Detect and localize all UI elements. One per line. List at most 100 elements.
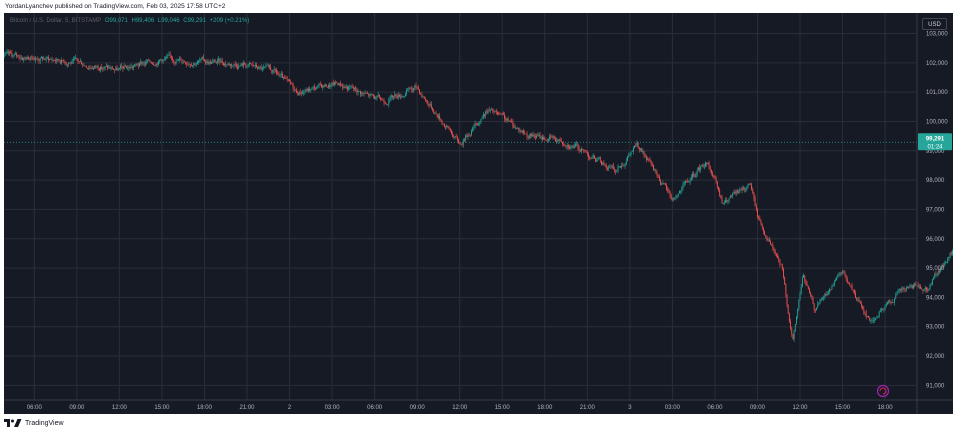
- candle-body: [92, 67, 94, 69]
- candle-body: [675, 197, 677, 198]
- candle-body: [466, 135, 468, 138]
- candle-body: [319, 83, 321, 85]
- candle-body: [713, 175, 715, 177]
- candle-body: [734, 192, 736, 194]
- candle-body: [552, 136, 554, 138]
- candle-body: [892, 302, 894, 303]
- candle-body: [857, 299, 859, 301]
- candle-body: [622, 165, 624, 167]
- candle-body: [636, 142, 638, 147]
- candle-body: [142, 63, 144, 65]
- candle-body: [851, 285, 853, 290]
- candle-body: [285, 78, 287, 79]
- candle-body: [901, 289, 903, 291]
- candle-body: [209, 61, 211, 64]
- candle-body: [609, 166, 611, 168]
- candle-body: [526, 133, 528, 137]
- candle-body: [397, 95, 399, 99]
- candle-body: [608, 167, 610, 169]
- y-tick-label: 96,000: [926, 237, 945, 243]
- candle-body: [708, 162, 710, 167]
- candle-body: [144, 62, 146, 65]
- candle-body: [885, 304, 887, 306]
- candle-body: [465, 135, 467, 141]
- candle-body: [679, 191, 680, 194]
- candle-body: [267, 65, 269, 66]
- price-chart[interactable]: 103,000 102,000 101,000 100,000 99,000 98,000…: [4, 13, 953, 414]
- candle-body: [280, 73, 282, 75]
- candle-body: [687, 181, 689, 183]
- candle-body: [823, 297, 825, 299]
- candle-body: [904, 289, 906, 290]
- candle-body: [88, 68, 90, 69]
- candle-body: [497, 112, 498, 114]
- candle-body: [898, 289, 900, 291]
- currency-button[interactable]: USD: [922, 18, 947, 30]
- candle-body: [758, 216, 760, 219]
- candle-body: [744, 188, 745, 190]
- candle-body: [222, 62, 224, 66]
- candle-body: [703, 166, 705, 167]
- candle-body: [286, 78, 288, 80]
- candle-body: [362, 93, 364, 94]
- candle-body: [630, 151, 632, 155]
- candle-body: [569, 146, 571, 149]
- chart-panel[interactable]: 103,000 102,000 101,000 100,000 99,000 98,000…: [4, 13, 953, 414]
- candle-body: [416, 86, 418, 88]
- candle-body: [890, 302, 892, 304]
- candle-body: [116, 67, 118, 71]
- candle-body: [294, 89, 296, 91]
- candle-body: [228, 63, 230, 66]
- candle-body: [641, 148, 643, 152]
- candle-body: [159, 59, 161, 61]
- candle-body: [801, 277, 803, 287]
- candle-body: [547, 138, 549, 142]
- candle-body: [592, 155, 594, 158]
- candle-body: [421, 94, 423, 97]
- candle-body: [195, 64, 197, 65]
- candle-body: [410, 88, 412, 90]
- candle-body: [806, 284, 808, 287]
- candle-body: [564, 144, 566, 146]
- publisher-line: YordanLyanchev published on TradingView.…: [5, 3, 226, 10]
- replay-icon[interactable]: [876, 384, 890, 398]
- candle-body: [699, 167, 701, 170]
- candle-body: [541, 136, 543, 140]
- candle-body: [69, 62, 71, 64]
- candle-body: [91, 68, 93, 69]
- candle-body: [832, 285, 834, 287]
- candle-body: [588, 154, 589, 158]
- candle-body: [447, 125, 449, 127]
- x-tick-label: 15:00: [154, 405, 170, 411]
- candle-body: [108, 67, 110, 68]
- candle-body: [394, 94, 396, 97]
- candle-body: [155, 63, 157, 66]
- candle-body: [189, 64, 191, 65]
- candle-body: [811, 294, 813, 298]
- candle-body: [786, 294, 788, 305]
- candle-body: [843, 271, 845, 273]
- candle-body: [182, 61, 184, 62]
- candle-body: [161, 59, 163, 62]
- candle-body: [342, 85, 344, 88]
- candle-body: [443, 124, 445, 127]
- y-tick-label: 94,000: [926, 295, 945, 301]
- candle-body: [448, 126, 450, 129]
- candle-body: [290, 81, 292, 84]
- x-tick-label: 3: [628, 405, 632, 411]
- candle-body: [367, 93, 368, 95]
- candle-body: [364, 93, 366, 94]
- candle-body: [335, 82, 337, 83]
- candle-body: [849, 283, 851, 286]
- candle-body: [566, 145, 568, 147]
- candle-body: [934, 274, 936, 279]
- candle-body: [825, 293, 827, 296]
- candle-body: [282, 73, 283, 78]
- candle-body: [894, 298, 896, 303]
- candle-body: [430, 104, 432, 108]
- candle-body: [103, 67, 105, 69]
- candle-body: [686, 181, 688, 182]
- x-tick-label: 12:00: [112, 405, 128, 411]
- candle-body: [666, 185, 667, 190]
- candle-body: [504, 114, 506, 119]
